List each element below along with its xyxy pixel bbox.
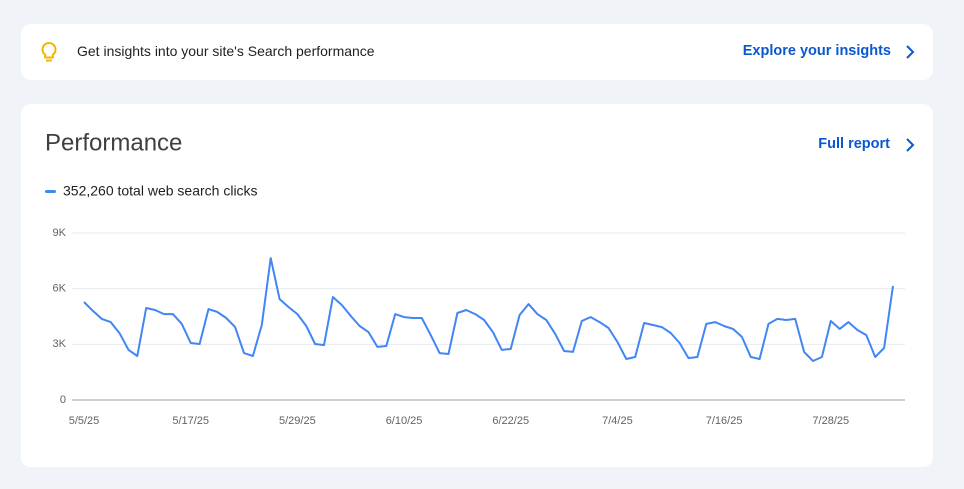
x-tick-label: 7/16/25 [706,415,743,427]
x-tick-label: 7/4/25 [602,415,633,427]
performance-card: Full report [21,104,933,467]
x-tick-label: 6/22/25 [492,415,529,427]
explore-link[interactable]: Explore your insights [742,43,891,59]
legend-label: 352,260 total web search clicks [63,183,258,199]
y-tick-label: 0 [60,394,66,406]
y-tick-label: 3K [53,338,67,350]
lightbulb-icon [41,41,57,62]
x-tick-label: 5/17/25 [172,415,209,427]
y-tick-label: 9K [53,227,67,239]
chevron[interactable] [905,44,915,60]
data-line [83,257,894,362]
insights-banner: Get insights into your site's Search per… [21,24,933,80]
full-report-link[interactable]: Full report [818,136,890,152]
x-tick-label: 7/28/25 [812,415,849,427]
x-tick-label: 5/5/25 [69,415,100,427]
chevron[interactable] [905,137,915,153]
chart-title: Performance [45,129,182,156]
y-tick-label: 6K [53,283,67,295]
banner-text: Get insights into your site's Search per… [77,43,375,59]
legend-swatch [45,190,56,193]
x-tick-label: 5/29/25 [279,415,316,427]
x-tick-label: 6/10/25 [386,415,423,427]
